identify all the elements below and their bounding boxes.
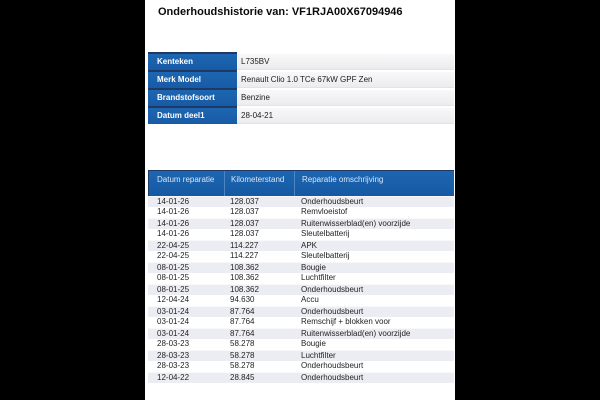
cell-repair-date: 08-01-25 <box>157 285 190 294</box>
cell-repair-description: Onderhoudsbeurt <box>301 285 364 294</box>
cell-repair-date: 28-03-23 <box>157 351 190 360</box>
cell-repair-date: 08-01-25 <box>157 263 190 272</box>
table-row: 14-01-26 128.037 Remvloeistof <box>148 207 454 218</box>
maintenance-history-table: Datum reparatie Kilometerstand Reparatie… <box>148 170 454 383</box>
cell-kilometers: 114.227 <box>230 251 259 260</box>
vehicle-info-value: Benzine <box>237 88 454 106</box>
table-row: 14-01-26 128.037 Ruitenwisserblad(en) vo… <box>148 218 454 229</box>
table-row: 03-01-24 87.764 Onderhoudsbeurt <box>148 306 454 317</box>
table-row: 08-01-25 108.362 Onderhoudsbeurt <box>148 284 454 295</box>
cell-repair-date: 12-04-22 <box>157 373 190 382</box>
cell-repair-date: 03-01-24 <box>157 329 190 338</box>
cell-repair-description: Bougie <box>301 339 326 348</box>
cell-kilometers: 108.362 <box>230 263 259 272</box>
cell-repair-description: Bougie <box>301 263 326 272</box>
table-row: 08-01-25 108.362 Bougie <box>148 262 454 273</box>
cell-kilometers: 128.037 <box>230 197 259 206</box>
vehicle-info-row: Brandstofsoort Benzine <box>148 88 454 106</box>
cell-repair-description: Sleutelbatterij <box>301 251 350 260</box>
cell-repair-date: 14-01-26 <box>157 219 190 228</box>
vehicle-info-row: Datum deel1 28-04-21 <box>148 106 454 124</box>
history-header-row: Datum reparatie Kilometerstand Reparatie… <box>148 170 454 196</box>
cell-repair-date: 28-03-23 <box>157 361 190 370</box>
cell-repair-description: Accu <box>301 295 319 304</box>
vehicle-info-label: Kenteken <box>148 52 237 70</box>
table-row: 03-01-24 87.764 Ruitenwisserblad(en) voo… <box>148 328 454 339</box>
table-row: 14-01-26 128.037 Sleutelbatterij <box>148 229 454 240</box>
cell-kilometers: 128.037 <box>230 219 259 228</box>
column-header-reparatie-omschrijving: Reparatie omschrijving <box>302 175 384 184</box>
cell-repair-description: Ruitenwisserblad(en) voorzijde <box>301 219 411 228</box>
table-row: 28-03-23 58.278 Bougie <box>148 339 454 350</box>
cell-kilometers: 87.764 <box>230 307 255 316</box>
vehicle-info-label: Brandstofsoort <box>148 88 237 106</box>
cell-repair-date: 08-01-25 <box>157 273 190 282</box>
cell-repair-date: 28-03-23 <box>157 339 190 348</box>
cell-kilometers: 108.362 <box>230 285 259 294</box>
cell-repair-description: Onderhoudsbeurt <box>301 307 364 316</box>
table-row: 12-04-24 94.630 Accu <box>148 295 454 306</box>
history-rows: 14-01-26 128.037 Onderhoudsbeurt 14-01-2… <box>148 196 454 383</box>
vehicle-info-label: Merk Model <box>148 70 237 88</box>
cell-repair-description: Sleutelbatterij <box>301 229 350 238</box>
table-row: 22-04-25 114.227 Sleutelbatterij <box>148 251 454 262</box>
cell-kilometers: 58.278 <box>230 351 255 360</box>
cell-repair-description: Remvloeistof <box>301 207 348 216</box>
vehicle-info-value: L735BV <box>237 52 454 70</box>
column-header-datum-reparatie: Datum reparatie <box>149 171 225 196</box>
vehicle-info-row: Kenteken L735BV <box>148 52 454 70</box>
cell-kilometers: 87.764 <box>230 329 255 338</box>
cell-repair-description: Luchtfilter <box>301 351 336 360</box>
cell-repair-description: Ruitenwisserblad(en) voorzijde <box>301 329 411 338</box>
cell-kilometers: 128.037 <box>230 207 259 216</box>
cell-repair-date: 03-01-24 <box>157 317 190 326</box>
cell-repair-date: 03-01-24 <box>157 307 190 316</box>
cell-kilometers: 87.764 <box>230 317 255 326</box>
cell-repair-date: 22-04-25 <box>157 251 190 260</box>
cell-repair-date: 14-01-26 <box>157 229 190 238</box>
cell-kilometers: 128.037 <box>230 229 259 238</box>
column-header-kilometerstand: Kilometerstand <box>225 171 295 196</box>
cell-repair-description: Onderhoudsbeurt <box>301 197 364 206</box>
cell-repair-description: APK <box>301 241 318 250</box>
cell-repair-description: Remschijf + blokken voor <box>301 317 391 326</box>
vehicle-info-table: Kenteken L735BV Merk Model Renault Clio … <box>148 52 454 124</box>
table-row: 08-01-25 108.362 Luchtfilter <box>148 273 454 284</box>
page-title: Onderhoudshistorie van: VF1RJA00X6709494… <box>158 6 403 18</box>
vehicle-info-label: Datum deel1 <box>148 106 237 124</box>
vehicle-info-value: 28-04-21 <box>237 106 454 124</box>
cell-kilometers: 94.630 <box>230 295 255 304</box>
cell-repair-description: Luchtfilter <box>301 273 336 282</box>
cell-kilometers: 28.845 <box>230 373 255 382</box>
cell-repair-date: 14-01-26 <box>157 207 190 216</box>
cell-kilometers: 114.227 <box>230 241 259 250</box>
table-row: 22-04-25 114.227 APK <box>148 240 454 251</box>
table-row: 12-04-22 28.845 Onderhoudsbeurt <box>148 372 454 383</box>
cell-repair-date: 12-04-24 <box>157 295 190 304</box>
table-row: 28-03-23 58.278 Onderhoudsbeurt <box>148 361 454 372</box>
cell-repair-description: Onderhoudsbeurt <box>301 373 364 382</box>
cell-kilometers: 58.278 <box>230 339 255 348</box>
vehicle-info-value: Renault Clio 1.0 TCe 67kW GPF Zen <box>237 70 454 88</box>
cell-repair-date: 22-04-25 <box>157 241 190 250</box>
cell-kilometers: 108.362 <box>230 273 259 282</box>
cell-repair-description: Onderhoudsbeurt <box>301 361 364 370</box>
document-page: Onderhoudshistorie van: VF1RJA00X6709494… <box>145 0 455 400</box>
cell-repair-date: 14-01-26 <box>157 197 190 206</box>
table-row: 28-03-23 58.278 Luchtfilter <box>148 350 454 361</box>
vehicle-info-row: Merk Model Renault Clio 1.0 TCe 67kW GPF… <box>148 70 454 88</box>
table-row: 14-01-26 128.037 Onderhoudsbeurt <box>148 196 454 207</box>
cell-kilometers: 58.278 <box>230 361 255 370</box>
table-row: 03-01-24 87.764 Remschijf + blokken voor <box>148 317 454 328</box>
